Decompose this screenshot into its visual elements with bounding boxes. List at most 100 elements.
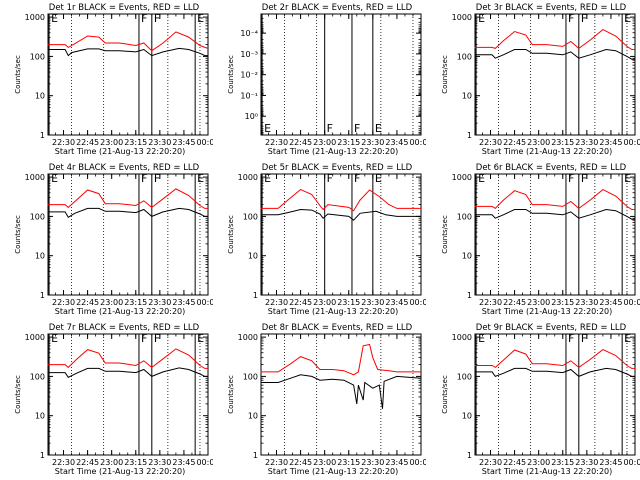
chart-title: Det 2r BLACK = Events, RED = LLD [262,3,413,13]
y-tick-label: 10 [462,412,472,421]
x-tick-label: 22:30 [479,138,502,147]
x-tick-label: 00:00 [409,138,426,147]
y-axis-label: Counts/sec [227,215,235,254]
series-line-lld [47,188,208,209]
x-tick-label: 23:15 [551,458,574,467]
flag-label: E [197,172,204,185]
x-tick-label: 23:00 [313,298,336,307]
flag-label: E [478,12,485,25]
flag-label: F [141,12,147,25]
x-tick-label: 23:45 [385,138,408,147]
x-axis-label: Start Time (21-Aug-13 22:20:20) [268,147,399,156]
x-tick-label: 23:30 [575,458,598,467]
series-line-lld [260,343,421,376]
flag-label: F [154,12,160,25]
x-tick-label: 22:30 [265,458,288,467]
plot-frame [47,13,209,136]
flag-label: F [581,12,587,25]
chart-title: Det 3r BLACK = Events, RED = LLD [476,3,627,13]
flag-label: F [568,172,574,185]
chart-svg: Det 1r BLACK = Events, RED = LLD 1 10 100 10… [14,3,213,156]
flag-label: E [375,172,382,185]
flag-label: F [354,172,360,185]
chart-svg: Det 3r BLACK = Events, RED = LLD 1 10 100 10… [441,3,640,156]
flag-label: F [568,332,574,345]
series-line-events [260,208,421,221]
flag-label: E [51,172,58,185]
x-tick-label: 23:45 [385,458,408,467]
detector-panel-4: Det 4r BLACK = Events, RED = LLD 1 10 100 10… [0,160,213,320]
y-tick-label: 1 [467,451,472,460]
plot-frame [474,13,636,136]
y-axis-label: Counts/sec [14,215,22,254]
series-line-events [47,367,208,378]
x-tick-label: 23:15 [124,298,147,307]
y-tick-label: 100 [30,52,45,61]
x-tick-label: 23:45 [599,298,622,307]
x-tick-label: 00:00 [623,298,640,307]
flag-label: E [478,172,485,185]
x-tick-label: 22:45 [503,458,526,467]
series-line-events [474,208,635,220]
flag-label: E [624,332,631,345]
chart-title: Det 9r BLACK = Events, RED = LLD [476,323,627,333]
y-tick-label: 1000 [25,13,45,22]
x-tick-label: 23:00 [100,458,123,467]
plot-frame [260,13,422,136]
chart-svg: Det 9r BLACK = Events, RED = LLD 1 10 100 10… [441,323,640,476]
x-tick-label: 23:30 [575,138,598,147]
x-tick-label: 22:30 [265,298,288,307]
detector-panel-6: Det 6r BLACK = Events, RED = LLD 1 10 100 10… [427,160,640,320]
y-tick-label: 1 [253,451,258,460]
x-tick-label: 23:30 [148,458,171,467]
chart-title: Det 8r BLACK = Events, RED = LLD [262,323,413,333]
plot-frame [474,173,636,296]
x-tick-label: 23:30 [148,298,171,307]
chart-svg: Det 4r BLACK = Events, RED = LLD 1 10 100 10… [14,163,213,316]
y-tick-label: 1 [40,291,45,300]
chart-title: Det 7r BLACK = Events, RED = LLD [49,323,200,333]
series-line-lld [474,349,635,369]
x-tick-label: 22:45 [289,138,312,147]
x-tick-label: 23:15 [551,138,574,147]
y-tick-label: 1000 [238,173,258,182]
x-tick-label: 23:15 [337,298,360,307]
x-tick-label: 22:30 [265,138,288,147]
y-axis-label: Counts/sec [441,215,449,254]
x-tick-label: 23:45 [172,298,195,307]
chart-title: Det 4r BLACK = Events, RED = LLD [49,163,200,173]
flag-label: F [141,332,147,345]
series-line-lld [260,189,421,212]
x-tick-label: 22:45 [289,298,312,307]
y-tick-label: 10 [248,252,258,261]
y-tick-label: 10 [35,252,45,261]
y-tick-label: 10⁻¹ [240,91,258,100]
y-tick-label: 10 [248,412,258,421]
x-tick-label: 23:45 [172,458,195,467]
flag-label: E [197,12,204,25]
y-tick-label: 1000 [25,333,45,342]
y-tick-label: 10 [462,92,472,101]
y-tick-label: 1 [467,131,472,140]
x-tick-label: 23:00 [100,298,123,307]
chart-title: Det 5r BLACK = Events, RED = LLD [262,163,413,173]
series-line-events [260,374,422,409]
x-tick-label: 22:30 [52,298,75,307]
flag-label: E [264,122,271,135]
x-tick-label: 22:45 [76,298,99,307]
detector-panel-9: Det 9r BLACK = Events, RED = LLD 1 10 100 10… [427,320,640,480]
x-tick-label: 23:00 [313,138,336,147]
series-line-events [474,367,635,378]
x-axis-label: Start Time (21-Aug-13 22:20:20) [482,467,613,476]
x-tick-label: 22:30 [52,138,75,147]
x-tick-label: 23:30 [361,298,384,307]
flag-label: F [327,122,333,135]
chart-svg: Det 2r BLACK = Events, RED = LLD 10⁰ 10⁻¹ 1… [227,3,426,156]
flag-label: F [154,332,160,345]
plot-frame [260,173,422,296]
x-tick-label: 23:45 [172,138,195,147]
x-tick-label: 22:45 [503,298,526,307]
chart-svg: Det 7r BLACK = Events, RED = LLD 1 10 100 10… [14,323,213,476]
flag-label: F [154,172,160,185]
